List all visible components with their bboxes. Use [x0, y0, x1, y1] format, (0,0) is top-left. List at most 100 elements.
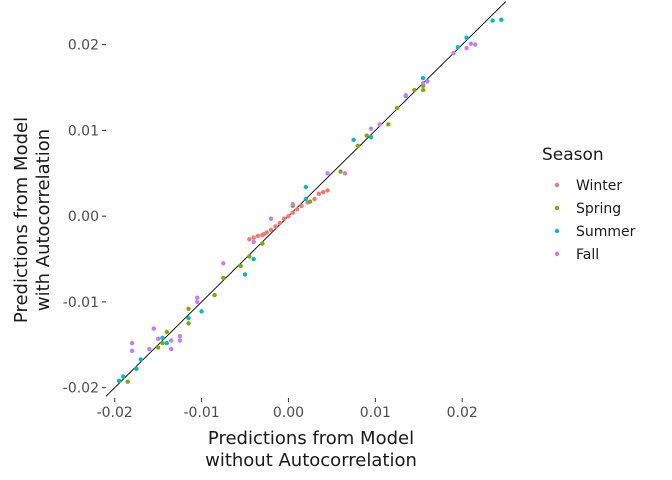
data-point-fall: [147, 346, 152, 352]
data-point-fall: [177, 334, 183, 339]
x-tick-label: -0.01: [183, 405, 219, 421]
data-point-fall: [425, 79, 430, 84]
x-axis-title-line-1: Predictions from Model: [208, 428, 414, 449]
data-point-winter: [325, 188, 330, 193]
data-point-spring: [420, 87, 426, 93]
data-point-fall: [325, 171, 330, 176]
data-point-summer: [351, 137, 356, 143]
data-point-spring: [186, 321, 191, 326]
data-point-spring: [155, 345, 161, 350]
legend-label-winter: Winter: [576, 178, 622, 194]
data-point-spring: [412, 87, 417, 93]
data-point-summer: [160, 335, 165, 341]
x-tick-label: 0.00: [273, 405, 304, 421]
data-point-summer: [138, 357, 143, 362]
y-tick-label: 0.00: [68, 209, 99, 225]
data-point-summer: [420, 75, 426, 81]
data-point-summer: [455, 44, 461, 50]
data-point-summer: [199, 309, 204, 314]
data-point-winter: [251, 235, 256, 240]
data-point-winter: [290, 210, 295, 215]
data-point-spring: [212, 292, 217, 298]
data-point-fall: [155, 336, 161, 342]
y-axis-title-line-1: Predictions from Model: [11, 117, 32, 323]
data-point-spring: [260, 241, 265, 246]
data-point-summer: [242, 272, 248, 277]
data-point-fall: [195, 295, 200, 300]
legend: Season Winter Spring Summer Fall: [542, 145, 636, 263]
data-point-spring: [247, 254, 252, 259]
data-point-fall: [468, 41, 474, 46]
data-point-fall: [221, 261, 226, 266]
x-tick-label: 0.01: [360, 405, 391, 421]
x-axis-title-line-2: without Autocorrelation: [205, 450, 417, 471]
data-point-winter: [255, 233, 261, 239]
legend-label-spring: Spring: [576, 201, 621, 217]
data-point-spring: [186, 306, 191, 311]
data-point-fall: [368, 126, 374, 131]
data-point-spring: [355, 143, 361, 149]
data-point-spring: [125, 379, 130, 384]
data-point-summer: [186, 316, 191, 321]
data-point-winter: [286, 213, 291, 219]
data-point-fall: [177, 338, 183, 343]
y-tick-label: 0.02: [68, 38, 99, 54]
data-point-spring: [307, 199, 313, 204]
data-point-fall: [464, 45, 469, 51]
data-point-fall: [168, 346, 174, 352]
data-point-spring: [238, 263, 243, 269]
data-point-spring: [386, 122, 391, 127]
data-point-spring: [364, 133, 369, 138]
data-point-fall: [251, 239, 256, 245]
data-point-summer: [499, 17, 504, 22]
legend-key-summer: [554, 228, 560, 234]
x-axis: -0.02 -0.01 0.00 0.01 0.02: [97, 398, 478, 421]
legend-key-winter: [554, 182, 560, 188]
data-point-spring: [338, 169, 343, 174]
data-point-spring: [394, 105, 400, 111]
data-point-winter: [247, 237, 252, 242]
data-point-summer: [368, 135, 374, 140]
data-point-summer: [164, 340, 170, 346]
data-point-fall: [129, 348, 135, 354]
y-axis: -0.02 -0.01 0.00 0.01 0.02: [63, 38, 106, 397]
x-tick-label: 0.02: [447, 405, 478, 421]
plot-area: [105, 1, 506, 397]
x-tick-label: -0.02: [97, 405, 133, 421]
data-point-winter: [273, 224, 278, 229]
data-point-fall: [151, 326, 156, 331]
data-point-summer: [490, 18, 495, 23]
data-point-spring: [160, 340, 165, 346]
y-tick-label: -0.01: [63, 295, 99, 311]
data-point-fall: [168, 338, 174, 343]
data-point-spring: [221, 275, 226, 281]
data-point-winter: [321, 189, 326, 195]
legend-label-fall: Fall: [576, 247, 599, 263]
data-point-summer: [134, 366, 139, 372]
data-point-winter: [299, 203, 304, 209]
data-point-summer: [303, 184, 309, 190]
data-point-fall: [342, 171, 348, 176]
data-point-fall: [290, 201, 295, 207]
data-point-fall: [195, 299, 200, 305]
data-point-fall: [129, 340, 135, 346]
legend-key-spring: [554, 205, 560, 211]
data-point-winter: [316, 191, 322, 197]
data-point-winter: [281, 216, 287, 221]
data-point-summer: [251, 256, 256, 262]
y-tick-label: -0.02: [63, 381, 99, 397]
data-point-winter: [312, 196, 317, 202]
legend-title: Season: [542, 145, 604, 165]
legend-label-summer: Summer: [576, 224, 636, 240]
data-point-summer: [121, 374, 126, 379]
y-axis-title-line-2: with Autocorrelation: [33, 129, 54, 311]
legend-key-fall: [554, 251, 560, 257]
data-point-fall: [268, 216, 274, 221]
data-point-winter: [277, 220, 282, 226]
data-point-summer: [116, 378, 122, 384]
data-point-winter: [268, 227, 274, 233]
data-point-fall: [451, 50, 456, 56]
data-point-winter: [294, 207, 300, 212]
data-point-winter: [264, 230, 269, 235]
